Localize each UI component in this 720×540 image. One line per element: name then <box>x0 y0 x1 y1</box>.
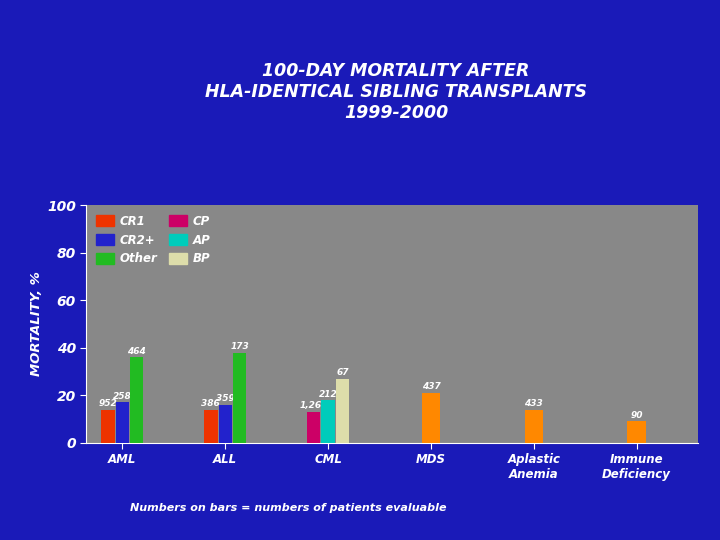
Bar <box>525 409 543 443</box>
Bar <box>422 393 440 443</box>
Bar <box>102 409 114 443</box>
Text: 464: 464 <box>127 347 146 356</box>
Bar <box>307 412 320 443</box>
Text: 173: 173 <box>230 342 249 351</box>
Text: 1,261: 1,261 <box>300 401 328 410</box>
Y-axis label: MORTALITY, %: MORTALITY, % <box>30 272 43 376</box>
Bar <box>336 379 349 443</box>
Text: 90: 90 <box>631 411 643 420</box>
Text: 258: 258 <box>113 392 132 401</box>
Bar <box>627 421 646 443</box>
Text: 433: 433 <box>524 399 543 408</box>
Text: 67: 67 <box>336 368 348 377</box>
Text: 437: 437 <box>422 382 441 392</box>
Text: 359: 359 <box>216 394 235 403</box>
Bar <box>321 400 335 443</box>
Text: Numbers on bars = numbers of patients evaluable: Numbers on bars = numbers of patients ev… <box>130 503 446 513</box>
Bar <box>130 357 143 443</box>
Legend: CR1, CR2+, Other, CP, AP, BP: CR1, CR2+, Other, CP, AP, BP <box>92 211 214 269</box>
Bar <box>233 353 246 443</box>
Text: 212: 212 <box>319 389 338 399</box>
Text: 386: 386 <box>202 399 220 408</box>
Text: 100-DAY MORTALITY AFTER
HLA-IDENTICAL SIBLING TRANSPLANTS
1999-2000: 100-DAY MORTALITY AFTER HLA-IDENTICAL SI… <box>205 62 587 122</box>
Bar <box>204 409 217 443</box>
Text: 952: 952 <box>99 399 117 408</box>
Bar <box>219 405 232 443</box>
Bar <box>116 402 129 443</box>
